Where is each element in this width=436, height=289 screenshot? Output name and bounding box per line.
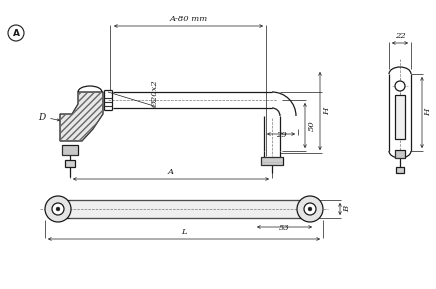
- Circle shape: [304, 203, 316, 215]
- Bar: [396, 167, 404, 173]
- Bar: [395, 150, 405, 158]
- Bar: [58, 200, 310, 218]
- Text: D: D: [38, 112, 46, 121]
- Circle shape: [56, 207, 60, 211]
- Text: 53: 53: [279, 224, 290, 232]
- Text: 29: 29: [276, 131, 286, 139]
- Text: A: A: [13, 29, 20, 38]
- Text: H: H: [424, 109, 432, 116]
- Text: 50: 50: [308, 120, 316, 131]
- Text: L: L: [181, 228, 187, 236]
- Polygon shape: [60, 92, 103, 141]
- Bar: [65, 160, 75, 167]
- Text: A: A: [168, 168, 174, 176]
- Text: A-80 mm: A-80 mm: [169, 15, 208, 23]
- Bar: [261, 157, 283, 165]
- Circle shape: [395, 81, 405, 91]
- Circle shape: [52, 203, 64, 215]
- Text: H: H: [323, 108, 331, 115]
- Circle shape: [297, 196, 323, 222]
- Text: B: B: [343, 206, 351, 212]
- Circle shape: [308, 207, 312, 211]
- Bar: [395, 95, 405, 139]
- Circle shape: [45, 196, 71, 222]
- Text: Ø20x2: Ø20x2: [151, 80, 159, 108]
- Bar: [62, 145, 78, 155]
- Text: 22: 22: [395, 32, 405, 40]
